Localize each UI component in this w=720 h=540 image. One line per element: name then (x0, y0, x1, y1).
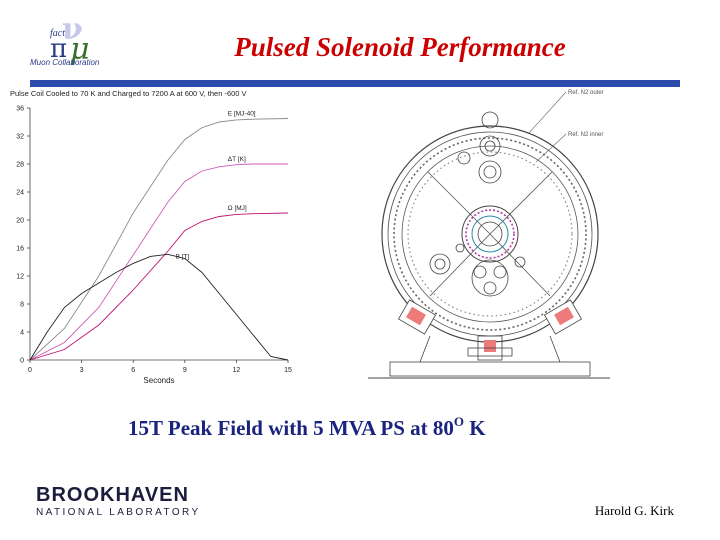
bore-outer (461, 205, 519, 263)
inner-shell (401, 145, 579, 323)
logo-nu-glyph: ν (62, 12, 83, 47)
spokes (427, 171, 553, 297)
bore-bolts (465, 209, 515, 259)
support-base (389, 361, 591, 377)
support-leg-left (419, 335, 431, 363)
series-line-e-mj-40 (29, 118, 289, 361)
y-tick-label: 0 (20, 358, 24, 365)
series-line-mj (29, 212, 289, 361)
logo-collaboration-text: Muon Collaboration (30, 58, 100, 67)
x-tick-label: 9 (183, 367, 187, 374)
y-tick-label: 12 (16, 274, 24, 281)
caption-prefix: 15T Peak Field with 5 MVA PS at 80 (128, 416, 454, 440)
series-label: ΔT [K] (228, 156, 246, 163)
label-outer: Ref. N2 outer (568, 90, 604, 96)
leader-inner (535, 133, 567, 163)
top-ports (457, 111, 502, 184)
caption-degree: O (453, 414, 465, 429)
lower-ports (429, 243, 526, 297)
caption: 15T Peak Field with 5 MVA PS at 80O K (128, 414, 486, 441)
logo-mu-glyph: μ (70, 32, 90, 67)
author-name: Harold G. Kirk (594, 503, 674, 518)
right-support (543, 299, 583, 335)
y-tick-label: 36 (16, 106, 24, 113)
left-support (397, 299, 437, 335)
muon-collaboration-logo: ν μ π fact Muon Collaboration (30, 10, 120, 72)
caption-suffix: K (464, 416, 486, 440)
lab-subtitle: NATIONAL LABORATORY (36, 507, 201, 518)
x-axis-label: Seconds (143, 376, 174, 385)
y-tick-label: 20 (16, 218, 24, 225)
series-label: B [T] (176, 253, 190, 260)
bottom-support (467, 335, 513, 361)
x-tick-label: 0 (28, 367, 32, 374)
label-inner: Ref. N2 inner (568, 132, 603, 138)
x-tick-label: 12 (233, 367, 241, 374)
chart-title: Pulse Coil Cooled to 70 K and Charged to… (10, 89, 247, 98)
y-tick-label: 8 (20, 302, 24, 309)
x-tick-label: 6 (131, 367, 135, 374)
slide-title: Pulsed Solenoid Performance (234, 32, 566, 62)
y-tick-label: 24 (16, 190, 24, 197)
logo-pi-glyph: π (50, 34, 68, 64)
series-line-t-k (29, 163, 288, 361)
leader-outer (527, 91, 567, 135)
inner-bolt-circle (407, 151, 573, 317)
series-line-b-t (29, 253, 289, 361)
series-label: Ω [MJ] (228, 205, 247, 212)
bore-inner (471, 215, 509, 253)
y-tick-label: 28 (16, 162, 24, 169)
y-tick-label: 32 (16, 134, 24, 141)
bolt-circle (393, 137, 587, 331)
bore-core (477, 221, 503, 247)
series-label: E [MJ-40] (228, 111, 256, 118)
logo-fact-word: fact (50, 28, 65, 39)
title-divider (30, 80, 680, 87)
lab-name: BROOKHAVEN (36, 484, 189, 506)
solenoid-cross-section-diagram: Ref. N2 outer Ref. N2 inner (368, 90, 610, 379)
x-tick-label: 15 (284, 367, 292, 374)
brookhaven-logo: BROOKHAVEN NATIONAL LABORATORY (36, 484, 201, 518)
y-tick-label: 4 (20, 330, 24, 337)
support-leg-right (549, 335, 561, 363)
y-tick-label: 16 (16, 246, 24, 253)
x-tick-label: 3 (80, 367, 84, 374)
performance-chart: Pulse Coil Cooled to 70 K and Charged to… (10, 89, 292, 385)
